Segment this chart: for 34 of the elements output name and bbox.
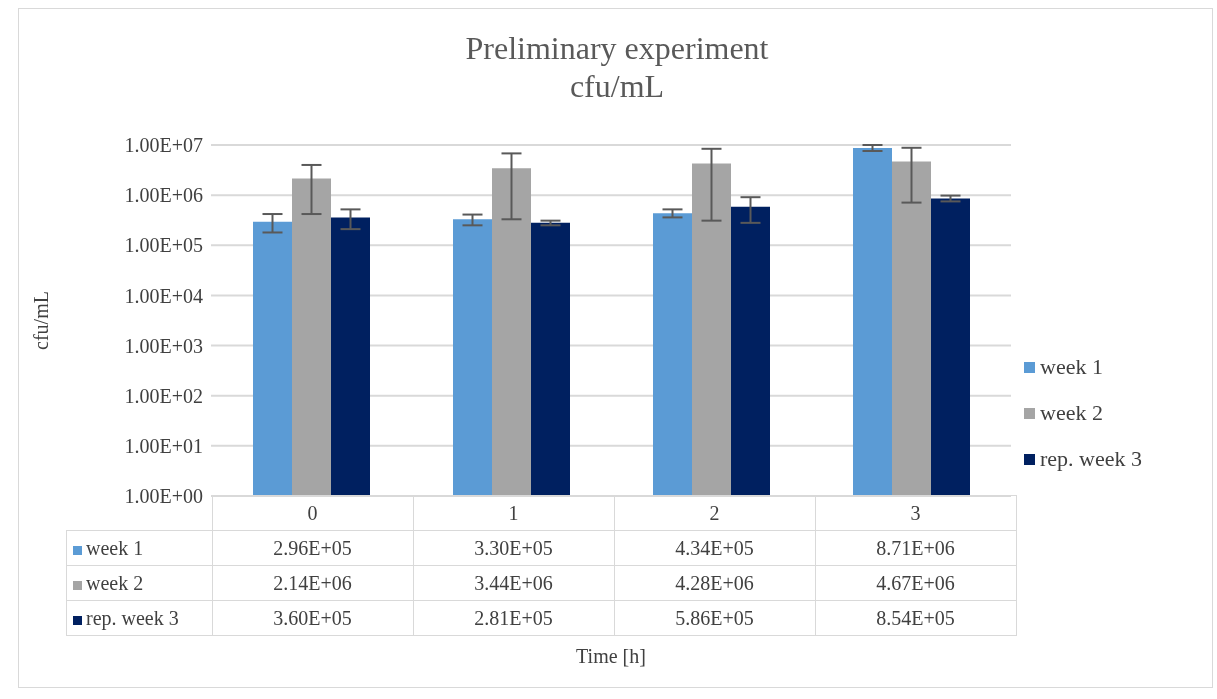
data-label: 5.86E+05 xyxy=(614,600,815,636)
y-tick-label: 1.00E+00 xyxy=(124,485,203,508)
data-label: 2.96E+05 xyxy=(212,530,413,566)
y-axis-title: cfu/mL xyxy=(30,291,53,350)
x-tick-label: 0 xyxy=(212,495,413,531)
x-tick-label: 2 xyxy=(614,495,815,531)
y-tick-label: 1.00E+03 xyxy=(124,334,203,357)
text: week 2 xyxy=(86,571,144,594)
data-label: 2.14E+06 xyxy=(212,565,413,601)
data-label: 8.54E+05 xyxy=(815,600,1016,636)
chart-subtitle: cfu/mL xyxy=(568,67,666,105)
text: Time [h] xyxy=(575,645,647,668)
y-tick-label: 1.00E+07 xyxy=(124,134,203,157)
legend-label: rep. week 3 xyxy=(1040,446,1143,472)
data-label: 4.34E+05 xyxy=(614,530,815,566)
chart-title: Preliminary experiment xyxy=(464,29,770,67)
data-label: 3.30E+05 xyxy=(413,530,614,566)
y-tick-label: 1.00E+06 xyxy=(124,184,203,207)
y-tick-label: 1.00E+05 xyxy=(124,234,203,257)
y-tick-label: 1.00E+04 xyxy=(124,284,203,307)
data-label: 3.44E+06 xyxy=(413,565,614,601)
data-label: 4.28E+06 xyxy=(614,565,815,601)
legend-label: week 1 xyxy=(66,530,212,566)
y-tick-label: 1.00E+02 xyxy=(124,384,203,407)
data-label: 2.81E+05 xyxy=(413,600,614,636)
text: week 1 xyxy=(1040,354,1103,379)
data-label: 4.67E+06 xyxy=(815,565,1016,601)
data-label: 8.71E+06 xyxy=(815,530,1016,566)
text: rep. week 3 xyxy=(86,606,179,629)
y-tick-label: 1.00E+01 xyxy=(124,434,203,457)
legend-label: week 2 xyxy=(1040,400,1103,426)
x-tick-label: 1 xyxy=(413,495,614,531)
data-label: 3.60E+05 xyxy=(212,600,413,636)
x-tick-label: 3 xyxy=(815,495,1016,531)
